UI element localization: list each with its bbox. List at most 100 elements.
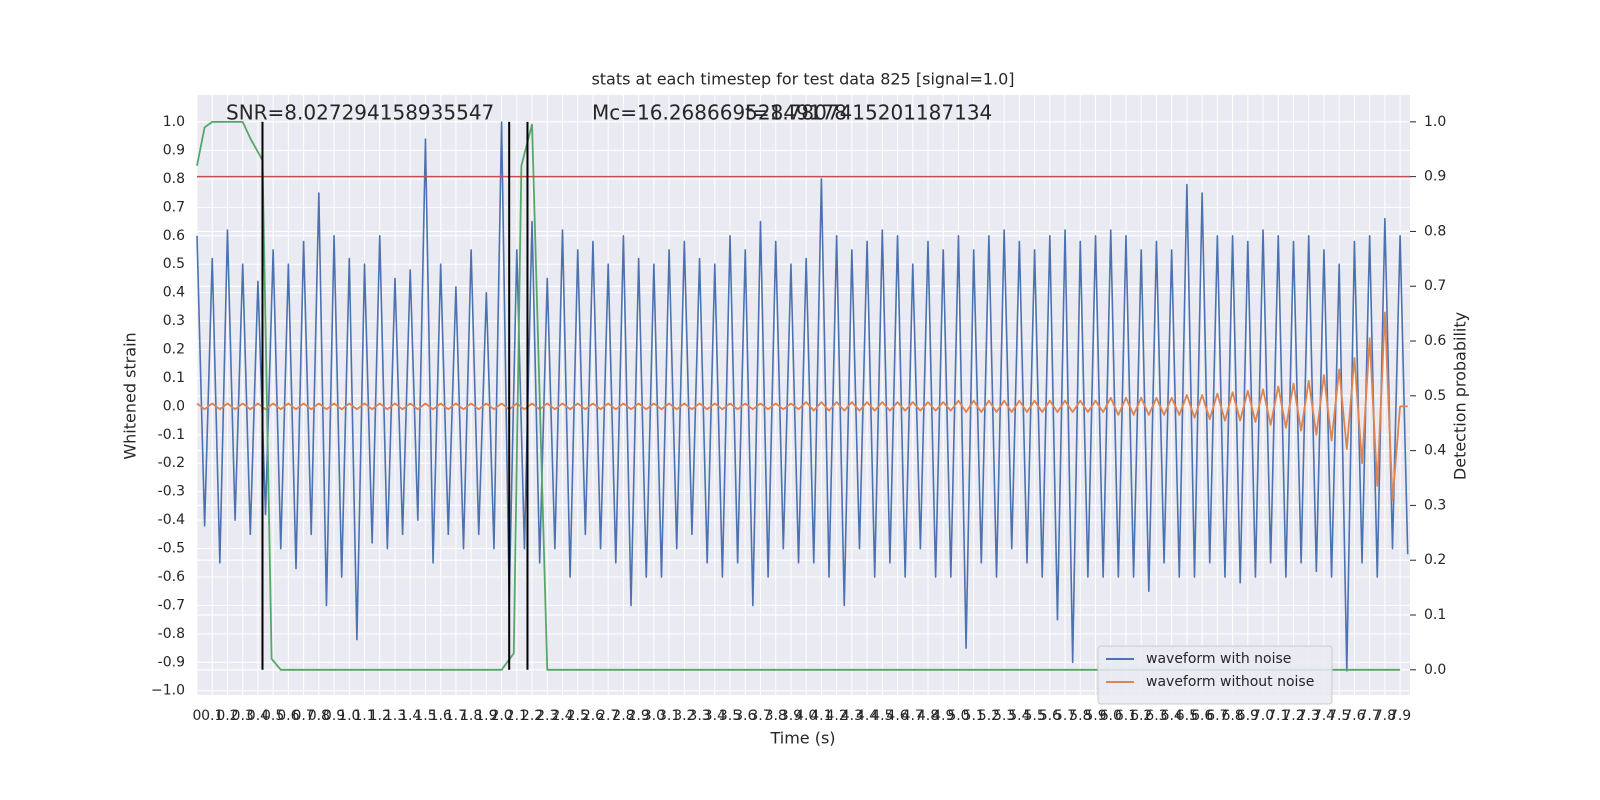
x-tick-label: 6.3 xyxy=(1145,708,1167,724)
y-tick-label: 0.0 xyxy=(163,398,185,414)
y-tick-label: 0.3 xyxy=(163,313,185,329)
y-tick-label: -0.7 xyxy=(158,597,185,613)
x-tick-label: 6.8 xyxy=(1221,708,1243,724)
legend-label: waveform with noise xyxy=(1146,651,1291,667)
x-tick-label: 1.6 xyxy=(430,708,452,724)
legend-box xyxy=(1097,645,1333,705)
legend-label: waveform without noise xyxy=(1146,674,1314,690)
y2-tick-label: 0.3 xyxy=(1424,497,1446,513)
y-tick-label: 0.4 xyxy=(163,285,185,301)
x-tick-label: 4.6 xyxy=(886,708,908,724)
x-tick-label: 1.2 xyxy=(369,708,391,724)
x-tick-label: 2.0 xyxy=(490,708,512,724)
y-tick-label: -0.2 xyxy=(158,455,185,471)
x-tick-label: 2.6 xyxy=(582,708,604,724)
x-tick-label: 0 xyxy=(193,708,202,724)
x-tick-label: 7.7 xyxy=(1359,708,1381,724)
y2-tick-label: 0.8 xyxy=(1424,223,1446,239)
x-tick-label: 4.4 xyxy=(856,708,878,724)
y-tick-label: 0.1 xyxy=(163,370,185,386)
x-tick-label: 6.4 xyxy=(1161,708,1183,724)
y2-tick-label: 0.9 xyxy=(1424,169,1446,185)
y2-tick-label: 0.0 xyxy=(1424,662,1446,678)
x-tick-label: 7.0 xyxy=(1252,708,1274,724)
y-tick-label: -0.6 xyxy=(158,569,185,585)
x-tick-label: 7.1 xyxy=(1267,708,1289,724)
x-tick-label: 7.3 xyxy=(1298,708,1320,724)
x-tick-label: 6.1 xyxy=(1115,708,1137,724)
x-tick-label: 4.5 xyxy=(871,708,893,724)
x-tick-label: 1.9 xyxy=(475,708,497,724)
x-tick-label: 3.9 xyxy=(780,708,802,724)
x-tick-label: 0.1 xyxy=(201,708,223,724)
y-tick-label: -0.4 xyxy=(158,512,185,528)
x-tick-label: 6.6 xyxy=(1191,708,1213,724)
x-tick-label: 4.2 xyxy=(825,708,847,724)
x-tick-label: 5.2 xyxy=(978,708,1000,724)
x-tick-label: 1.5 xyxy=(414,708,436,724)
x-tick-label: 5.1 xyxy=(963,708,985,724)
x-tick-label: 5.6 xyxy=(1039,708,1061,724)
x-tick-label: 3.5 xyxy=(719,708,741,724)
x-tick-label: 6.0 xyxy=(1100,708,1122,724)
x-tick-label: 1.1 xyxy=(353,708,375,724)
x-tick-label: 1.0 xyxy=(338,708,360,724)
x-tick-label: 4.7 xyxy=(902,708,924,724)
y-tick-label: -0.1 xyxy=(158,427,185,443)
x-tick-label: 4.3 xyxy=(841,708,863,724)
x-tick-label: 4.0 xyxy=(795,708,817,724)
y2-axis-label: Detection probability xyxy=(1451,312,1470,480)
x-tick-label: 3.3 xyxy=(688,708,710,724)
x-tick-label: 0.9 xyxy=(323,708,345,724)
x-axis-label: Time (s) xyxy=(769,729,835,748)
x-tick-label: 2.4 xyxy=(551,708,573,724)
x-tick-label: 0.7 xyxy=(292,708,314,724)
y2-tick-label: 1.0 xyxy=(1424,114,1446,130)
x-tick-label: 6.9 xyxy=(1237,708,1259,724)
y2-tick-label: 0.7 xyxy=(1424,278,1446,294)
x-tick-label: 3.0 xyxy=(643,708,665,724)
x-tick-label: 4.9 xyxy=(932,708,954,724)
x-tick-label: 7.4 xyxy=(1313,708,1335,724)
x-tick-label: 7.6 xyxy=(1343,708,1365,724)
y2-tick-label: 0.2 xyxy=(1424,552,1446,568)
y2-tick-label: 0.6 xyxy=(1424,333,1446,349)
x-tick-label: 5.9 xyxy=(1084,708,1106,724)
chart-title: stats at each timestep for test data 825… xyxy=(591,70,1014,89)
x-tick-label: 1.4 xyxy=(399,708,421,724)
y-tick-label: -0.5 xyxy=(158,541,185,557)
x-tick-label: 2.1 xyxy=(506,708,528,724)
x-tick-label: 0.2 xyxy=(216,708,238,724)
x-tick-label: 2.9 xyxy=(628,708,650,724)
annotation: t=1.7807415201187134 xyxy=(745,101,992,125)
x-tick-label: 7.8 xyxy=(1374,708,1396,724)
y2-tick-label: 0.1 xyxy=(1424,607,1446,623)
annotation: Mc=16.26866952849178 xyxy=(592,101,847,125)
y-tick-label: 0.7 xyxy=(163,199,185,215)
x-tick-label: 5.8 xyxy=(1069,708,1091,724)
x-tick-label: 3.2 xyxy=(673,708,695,724)
y-tick-label: −1.0 xyxy=(151,683,185,699)
x-tick-label: 1.8 xyxy=(460,708,482,724)
x-tick-label: 0.3 xyxy=(232,708,254,724)
x-tick-label: 3.1 xyxy=(658,708,680,724)
x-tick-label: 5.0 xyxy=(947,708,969,724)
x-tick-label: 0.6 xyxy=(277,708,299,724)
y-tick-label: -0.3 xyxy=(158,484,185,500)
legend: waveform with noise waveform without nois… xyxy=(1097,645,1333,705)
y-tick-label: 1.0 xyxy=(163,114,185,130)
x-tick-label: 7.5 xyxy=(1328,708,1350,724)
x-tick-label: 0.4 xyxy=(247,708,269,724)
x-tick-label: 2.3 xyxy=(536,708,558,724)
x-tick-label: 3.6 xyxy=(734,708,756,724)
y-tick-label: 0.5 xyxy=(163,256,185,272)
x-tick-label: 0.5 xyxy=(262,708,284,724)
x-tick-label: 2.8 xyxy=(612,708,634,724)
y-tick-label: 0.6 xyxy=(163,228,185,244)
x-tick-label: 0.8 xyxy=(308,708,330,724)
line-series xyxy=(196,311,1408,502)
x-tick-label: 6.2 xyxy=(1130,708,1152,724)
y2-tick-label: 0.5 xyxy=(1424,388,1446,404)
